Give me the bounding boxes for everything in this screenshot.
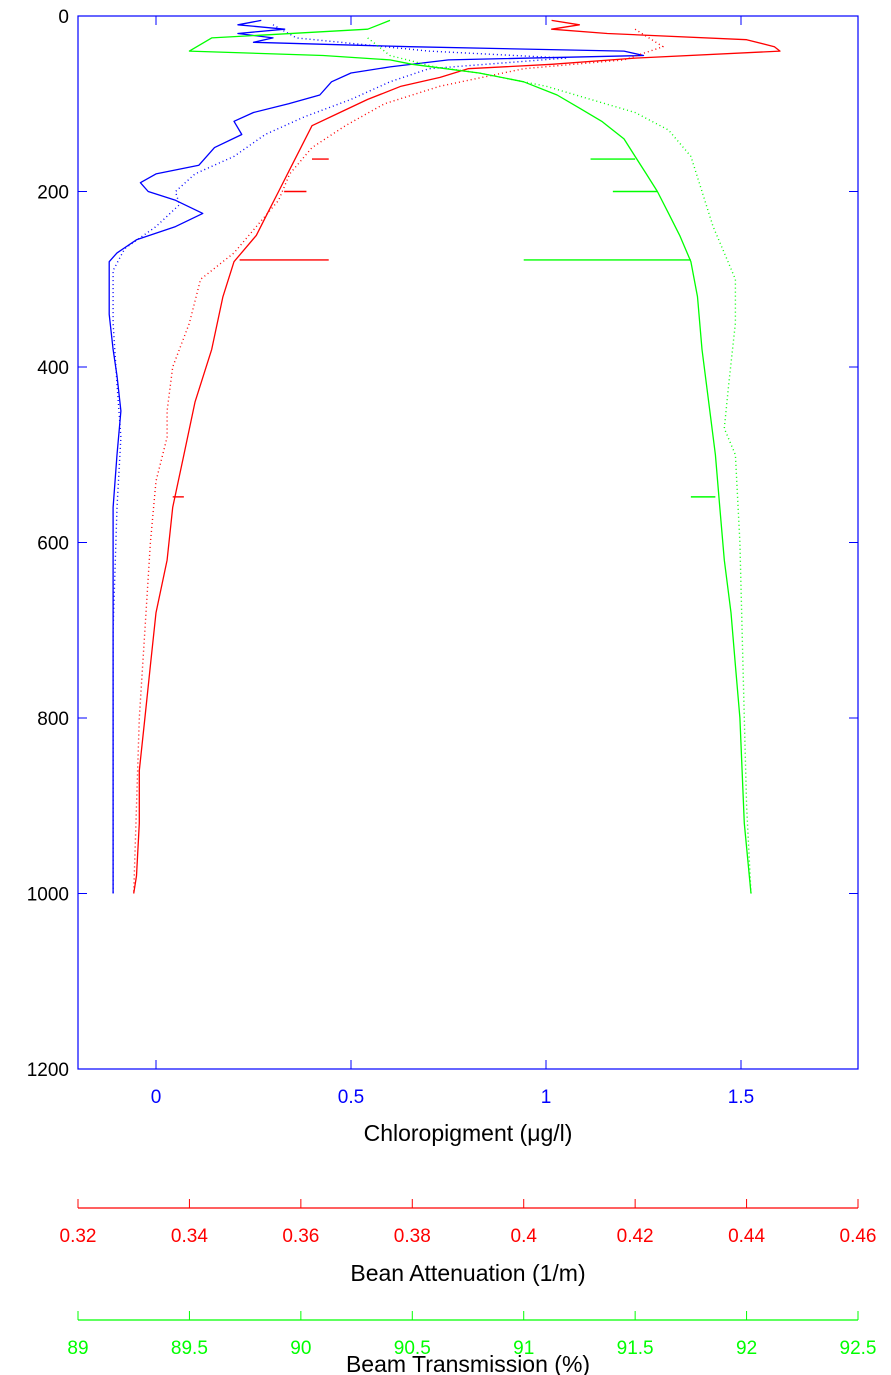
x-tick-label: 0.5 [338,1087,364,1108]
series-attenuation-dotted [133,28,664,894]
x-axes: 0 0.5 1 1.5 Chloropigment (μg/l) 0.32 0.34 0.36… [60,16,877,1375]
x-tick-label: 1.5 [728,1087,754,1108]
y-tick-label: 200 [37,183,69,204]
y-tick-label: 1000 [27,885,69,906]
x-tick-label: 92 [736,1338,757,1359]
x-tick-label: 0.4 [511,1226,538,1247]
x-tick-label: 92.5 [840,1338,877,1359]
x-axis-chloropigment: 0 0.5 1 1.5 Chloropigment (μg/l) [151,16,754,1146]
series-attenuation-solid [133,19,781,894]
x-tick-label: 91.5 [617,1338,654,1359]
axis-title-chloropigment: Chloropigment (μg/l) [364,1120,573,1146]
x-tick-label: 0.42 [617,1226,654,1247]
x-tick-label: 91 [513,1338,534,1359]
x-tick-label: 0 [151,1087,162,1108]
y-tick-label: 800 [37,709,69,730]
x-axis-transmission: 89 89.5 90 90.5 91 91.5 92 92.5 Beam Transmissio… [67,1311,876,1375]
series-layer [108,19,781,894]
x-axis-attenuation: 0.32 0.34 0.36 0.38 0.4 0.42 0.44 0.46 Bean Atte… [60,1199,877,1286]
x-tick-label: 0.44 [728,1226,765,1247]
series-transmission-solid [188,19,752,894]
x-tick-label: 90.5 [394,1338,431,1359]
series-chloropigment-solid [108,19,645,894]
axis-title-transmission: Beam Transmission (%) [346,1351,590,1375]
plot-frame [77,15,859,1070]
x-tick-label: 0.34 [171,1226,208,1247]
x-tick-label: 89 [67,1338,88,1359]
depth-axis: 0 200 400 600 800 1000 1200 [27,7,858,1081]
y-tick-label: 600 [37,534,69,555]
series-transmission-dotted [367,37,752,894]
y-tick-label: 1200 [27,1060,69,1081]
y-tick-label: 400 [37,358,69,379]
y-tick-label: 0 [58,7,69,28]
axis-title-attenuation: Bean Attenuation (1/m) [350,1260,585,1286]
x-tick-label: 0.46 [840,1226,877,1247]
series-chloropigment-dotted [112,24,567,894]
x-tick-label: 0.32 [60,1226,97,1247]
x-tick-label: 0.36 [282,1226,319,1247]
x-tick-label: 0.38 [394,1226,431,1247]
x-tick-label: 1 [541,1087,552,1108]
x-tick-label: 89.5 [171,1338,208,1359]
x-tick-label: 90 [290,1338,311,1359]
